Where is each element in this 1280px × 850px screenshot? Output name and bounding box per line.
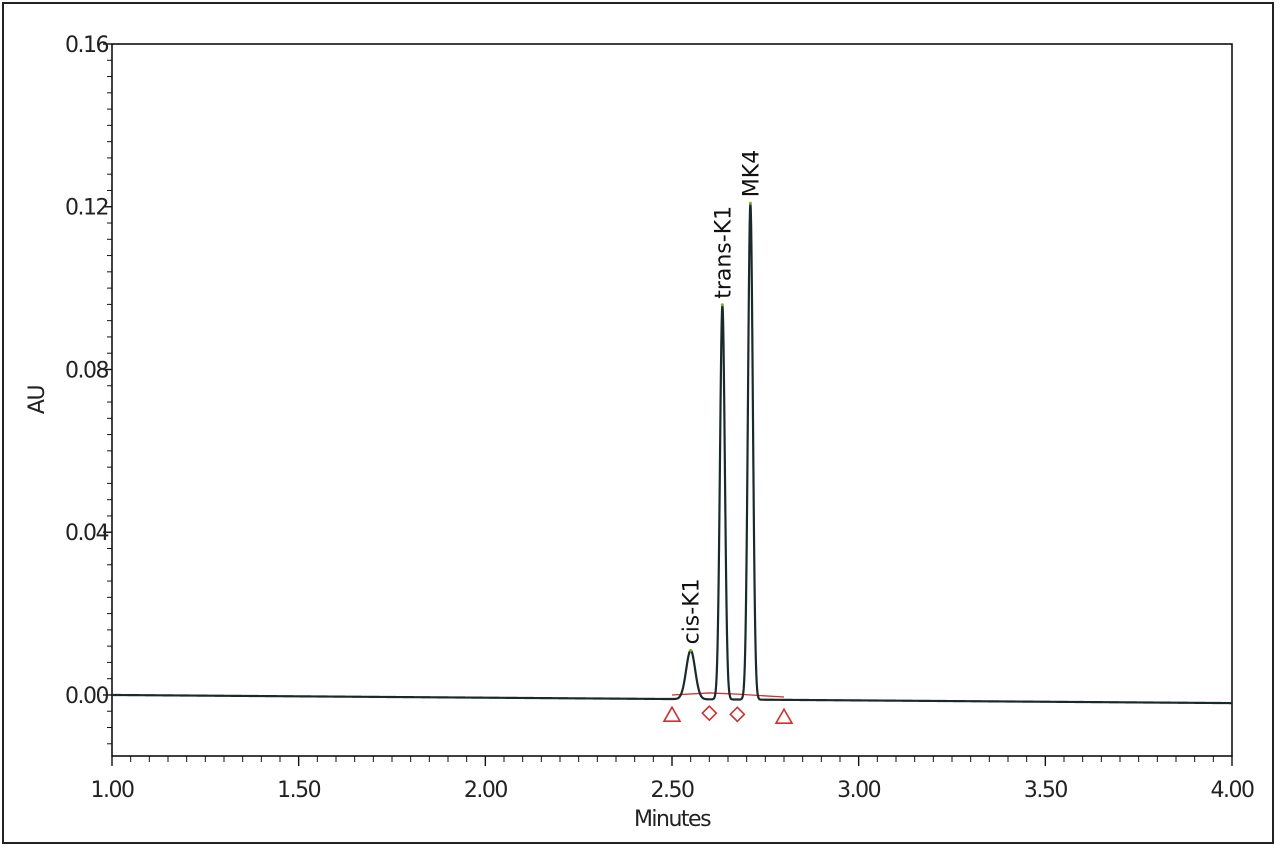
peak-label: trans-K1	[711, 206, 736, 299]
plot-area	[111, 43, 1233, 757]
x-tick-label: 2.00	[464, 778, 507, 803]
x-axis: 1.00 1.50 2.00 2.50 3.00 3.50 4.00	[91, 756, 1255, 803]
x-tick-label: 1.00	[91, 778, 134, 803]
baseline-marker-triangle	[774, 707, 794, 725]
x-tick-label: 4.00	[1211, 778, 1254, 803]
baseline-marker-triangle	[662, 705, 682, 722]
y-tick-label: 0.00	[65, 684, 108, 709]
y-tick-label: 0.16	[65, 33, 108, 58]
peak-apex	[720, 303, 724, 307]
x-tick-label: 1.50	[277, 778, 320, 803]
x-axis-title: Minutes	[634, 807, 711, 832]
y-tick-label: 0.08	[65, 358, 108, 383]
peak-label: cis-K1	[680, 578, 705, 644]
x-tick-label: 3.00	[837, 778, 880, 803]
integration-baseline	[671, 692, 785, 698]
integration-markers	[662, 705, 794, 725]
trace-layer	[111, 201, 1233, 705]
y-axis-title: AU	[25, 386, 50, 415]
y-tick-label: 0.04	[65, 521, 108, 546]
x-tick-label: 2.50	[651, 778, 694, 803]
integration-baseline-line	[671, 692, 785, 698]
y-axis: 0.00 0.04 0.08 0.12 0.16	[65, 33, 112, 745]
y-tick-label: 0.12	[65, 196, 108, 221]
chromatogram-trace	[111, 202, 1233, 705]
baseline-marker-diamond	[729, 706, 746, 723]
peak-apex	[748, 201, 752, 205]
peak-label: MK4	[739, 150, 764, 197]
baseline-marker-diamond	[701, 705, 718, 722]
peak-apex	[689, 648, 693, 652]
x-tick-label: 3.50	[1024, 778, 1067, 803]
